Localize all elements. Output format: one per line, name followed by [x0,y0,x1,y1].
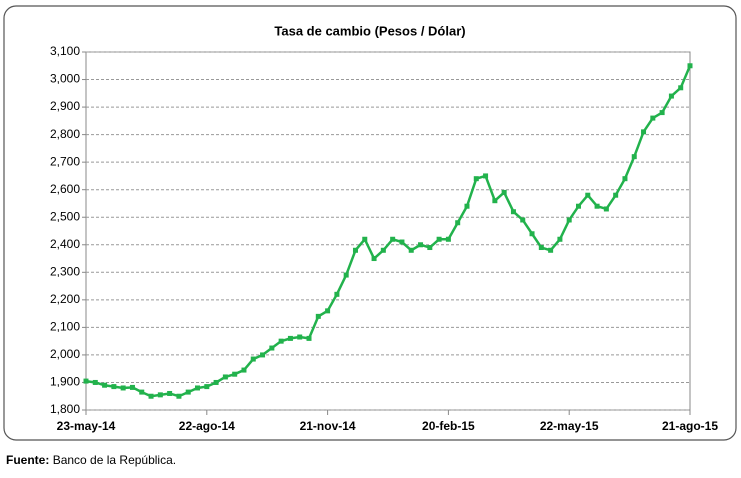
y-tick-label: 1,900 [50,375,80,389]
x-tick-label: 23-may-14 [57,419,116,433]
data-point [250,356,256,362]
data-point [529,231,535,237]
y-tick-label: 2,300 [50,264,80,278]
x-tick-label: 21-ago-15 [662,419,718,433]
data-point [148,393,154,399]
y-tick-label: 2,200 [50,292,80,306]
data-point [408,247,414,253]
data-point [241,367,247,373]
data-point [232,371,238,377]
y-tick-label: 3,100 [50,44,80,58]
data-point [306,335,312,341]
y-tick-label: 2,600 [50,182,80,196]
data-point [362,236,368,242]
data-point [176,393,182,399]
data-point [631,154,637,160]
data-point [111,384,117,390]
data-point [650,115,656,121]
plot-area [85,51,691,411]
data-point [464,203,470,209]
data-point [157,392,163,398]
data-point [548,247,554,253]
data-point [297,334,303,340]
y-tick-label: 2,000 [50,347,80,361]
data-point [269,345,275,351]
data-point [483,173,489,179]
x-tick-label: 20-feb-15 [422,419,475,433]
data-point [139,389,145,395]
data-point [622,176,628,182]
data-point [334,291,340,297]
data-point [594,203,600,209]
data-point [538,245,544,251]
data-point [445,236,451,242]
y-tick-label: 1,800 [50,402,80,416]
data-point [213,379,219,385]
data-point [195,385,201,391]
data-point [399,239,405,245]
data-point [575,203,581,209]
y-tick-label: 2,500 [50,209,80,223]
data-point [492,198,498,204]
data-point [613,192,619,198]
data-point [659,110,665,116]
data-point [129,384,135,390]
data-point [102,382,108,388]
y-tick-label: 2,800 [50,127,80,141]
data-point [510,209,516,215]
y-tick-label: 2,100 [50,320,80,334]
x-tick-label: 21-nov-14 [300,419,356,433]
data-point [120,385,126,391]
source: Fuente: Banco de la República. [6,453,176,467]
data-point [83,378,89,384]
data-point [260,352,266,358]
data-point [603,206,609,212]
data-point [436,236,442,242]
data-point [566,217,572,223]
data-point [390,236,396,242]
data-point [278,338,284,344]
y-tick-label: 3,000 [50,72,80,86]
data-point [678,85,684,91]
data-point [185,389,191,395]
data-point [473,176,479,182]
chart-title: Tasa de cambio (Pesos / Dólar) [274,23,465,38]
data-point [380,247,386,253]
data-point [287,335,293,341]
data-point [92,379,98,385]
data-point [325,308,331,314]
data-point [641,129,647,135]
x-tick-label: 22-may-15 [540,419,599,433]
x-tick-label: 22-ago-14 [179,419,235,433]
data-point [668,93,674,99]
data-point [204,384,210,390]
data-point [585,192,591,198]
data-point [418,242,424,248]
data-point [427,245,433,251]
data-point [352,247,358,253]
data-point [455,220,461,226]
data-point [167,390,173,396]
source-text: Banco de la República. [53,453,176,467]
data-point [343,272,349,278]
data-point [557,236,563,242]
data-point [520,217,526,223]
data-point [501,189,507,195]
y-tick-label: 2,900 [50,99,80,113]
y-tick-label: 2,700 [50,154,80,168]
source-label: Fuente: [6,453,49,467]
data-point [687,63,693,69]
data-point [315,313,321,319]
data-point [222,374,228,380]
data-point [371,256,377,262]
y-tick-label: 2,400 [50,237,80,251]
